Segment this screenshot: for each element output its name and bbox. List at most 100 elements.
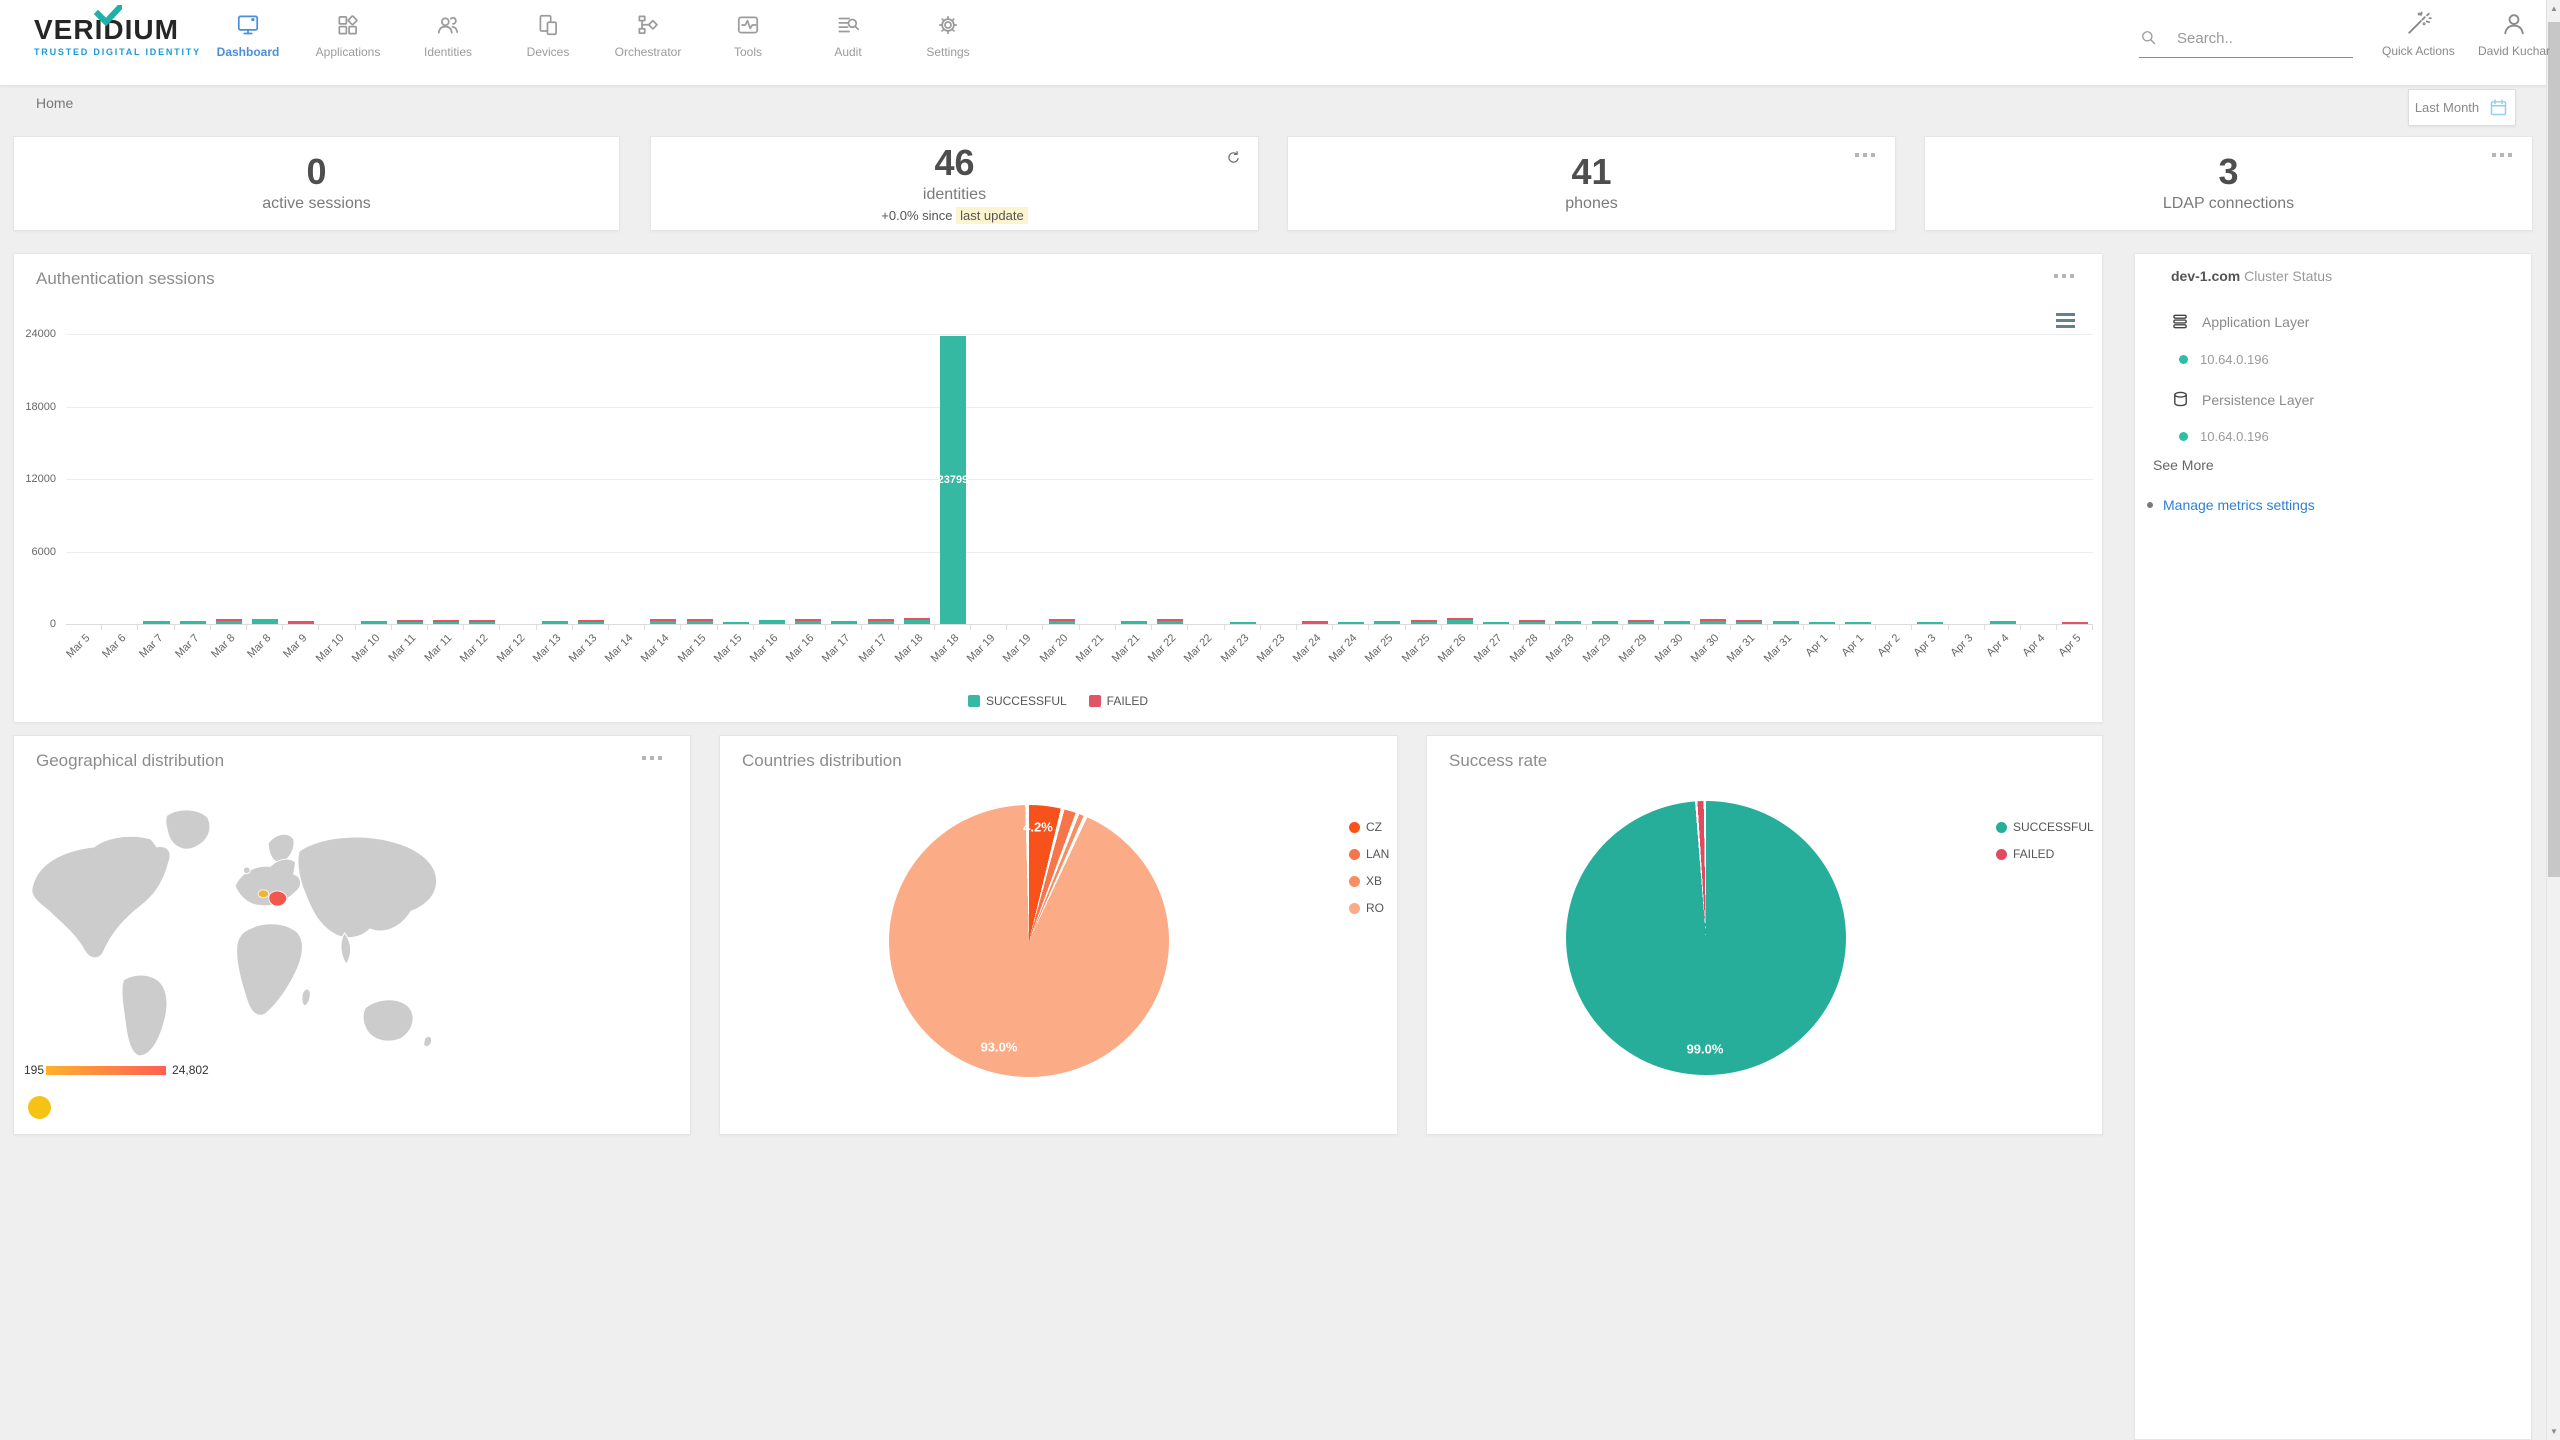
failed-bar[interactable] <box>867 619 894 622</box>
bar-slot: Apr 3 <box>1948 334 1985 659</box>
successful-bar[interactable] <box>1157 621 1184 624</box>
failed-bar[interactable] <box>577 619 604 622</box>
successful-bar[interactable] <box>1700 620 1727 624</box>
see-more-link[interactable]: See More <box>2153 457 2214 473</box>
successful-bar[interactable] <box>1772 621 1799 624</box>
failed-bar[interactable] <box>396 619 423 622</box>
nav-item-devices[interactable]: Devices <box>498 12 598 59</box>
date-filter-button[interactable]: Last Month <box>2408 89 2516 126</box>
successful-bar[interactable] <box>722 621 749 624</box>
successful-bar[interactable] <box>758 620 785 624</box>
successful-bar[interactable] <box>433 621 460 624</box>
successful-bar[interactable] <box>469 621 496 624</box>
failed-bar[interactable] <box>1446 618 1473 621</box>
successful-bar[interactable]: 23799 <box>938 336 968 624</box>
successful-bar[interactable] <box>1591 621 1618 624</box>
failed-bar[interactable] <box>1700 618 1727 621</box>
vertical-scrollbar[interactable]: ▲ ▼ <box>2546 0 2560 1440</box>
nav-item-audit[interactable]: Audit <box>798 12 898 59</box>
successful-bar[interactable] <box>215 620 242 624</box>
failed-bar[interactable] <box>215 618 242 621</box>
successful-bar[interactable] <box>1845 621 1872 624</box>
successful-bar[interactable] <box>650 621 677 624</box>
nav-item-identities[interactable]: Identities <box>398 12 498 59</box>
card-menu-button[interactable] <box>1851 149 1879 161</box>
failed-bar[interactable] <box>1736 619 1763 622</box>
card-menu-button[interactable] <box>2488 149 2516 161</box>
successful-bar[interactable] <box>541 621 568 624</box>
card-menu-button[interactable] <box>638 752 666 764</box>
refresh-button[interactable] <box>1225 149 1242 171</box>
failed-bar[interactable] <box>795 618 822 621</box>
legend-item-failed[interactable]: FAILED <box>1996 847 2094 861</box>
failed-bar[interactable] <box>1301 621 1329 624</box>
successful-bar[interactable] <box>1374 621 1401 624</box>
legend-item-successful[interactable]: SUCCESSFUL <box>967 694 1067 708</box>
successful-bar[interactable] <box>795 620 822 624</box>
successful-bar[interactable] <box>1989 621 2016 624</box>
successful-bar[interactable] <box>252 618 279 624</box>
search-input[interactable] <box>2175 28 2339 48</box>
nav-item-orchestrator[interactable]: Orchestrator <box>598 12 698 59</box>
legend-item-failed[interactable]: FAILED <box>1088 694 1148 708</box>
world-map[interactable] <box>22 796 452 1058</box>
scroll-down-arrow[interactable]: ▼ <box>2550 1427 2558 1436</box>
legend-item-successful[interactable]: SUCCESSFUL <box>1996 820 2094 834</box>
failed-bar[interactable] <box>433 619 460 622</box>
legend-item-xb[interactable]: XB <box>1349 874 1389 888</box>
successful-bar[interactable] <box>1917 621 1944 624</box>
manage-metrics-link[interactable]: Manage metrics settings <box>2163 497 2315 513</box>
successful-bar[interactable] <box>867 621 894 624</box>
successful-bar[interactable] <box>577 621 604 624</box>
successful-bar[interactable] <box>1627 621 1654 624</box>
legend-item-ro[interactable]: RO <box>1349 901 1389 915</box>
failed-bar[interactable] <box>686 618 713 621</box>
brand-logo[interactable]: VERIDIUM TRUSTED DIGITAL IDENTITY <box>34 5 201 57</box>
successful-bar[interactable] <box>179 620 206 624</box>
successful-bar[interactable] <box>1410 621 1437 624</box>
legend-item-cz[interactable]: CZ <box>1349 820 1389 834</box>
failed-bar[interactable] <box>650 619 677 622</box>
successful-bar[interactable] <box>686 620 713 624</box>
nav-item-settings[interactable]: Settings <box>898 12 998 59</box>
chart-menu-button[interactable] <box>2050 270 2078 282</box>
successful-bar[interactable] <box>1664 621 1691 624</box>
failed-bar[interactable] <box>1157 619 1184 622</box>
successful-bar[interactable] <box>1120 620 1148 624</box>
success-pie-chart[interactable] <box>1566 801 1846 1075</box>
scrollbar-thumb[interactable] <box>2548 22 2560 877</box>
successful-bar[interactable] <box>1519 621 1546 624</box>
successful-bar[interactable] <box>143 620 170 624</box>
successful-bar[interactable] <box>1482 621 1510 624</box>
scroll-up-arrow[interactable]: ▲ <box>2550 4 2558 13</box>
successful-bar[interactable] <box>903 620 930 624</box>
failed-bar[interactable] <box>1048 619 1075 622</box>
failed-bar[interactable] <box>288 620 315 624</box>
successful-bar[interactable] <box>360 621 387 624</box>
nav-item-tools[interactable]: Tools <box>698 12 798 59</box>
successful-bar[interactable] <box>1229 621 1256 624</box>
successful-bar[interactable] <box>396 621 423 624</box>
user-menu[interactable]: David Kuchar <box>2478 10 2550 58</box>
nav-item-dashboard[interactable]: Dashboard <box>198 12 298 59</box>
successful-bar[interactable] <box>1446 620 1473 624</box>
countries-pie-chart[interactable] <box>889 805 1169 1077</box>
failed-bar[interactable] <box>2062 622 2089 624</box>
failed-bar[interactable] <box>1519 619 1546 622</box>
failed-bar[interactable] <box>1410 619 1437 622</box>
bar-slot: Mar 14 <box>603 334 646 665</box>
failed-bar[interactable] <box>1627 619 1654 622</box>
nav-item-applications[interactable]: Applications <box>298 12 398 59</box>
successful-bar[interactable] <box>1808 621 1835 624</box>
chart-export-menu-icon[interactable] <box>2053 310 2078 331</box>
successful-bar[interactable] <box>1555 620 1582 624</box>
search-icon[interactable] <box>2139 28 2159 48</box>
quick-actions-button[interactable]: Quick Actions <box>2382 10 2455 58</box>
successful-bar[interactable] <box>1338 621 1365 624</box>
failed-bar[interactable] <box>903 618 930 621</box>
successful-bar[interactable] <box>1048 621 1075 624</box>
legend-item-lan[interactable]: LAN <box>1349 847 1389 861</box>
successful-bar[interactable] <box>1736 621 1763 624</box>
failed-bar[interactable] <box>469 619 496 622</box>
successful-bar[interactable] <box>831 621 858 624</box>
